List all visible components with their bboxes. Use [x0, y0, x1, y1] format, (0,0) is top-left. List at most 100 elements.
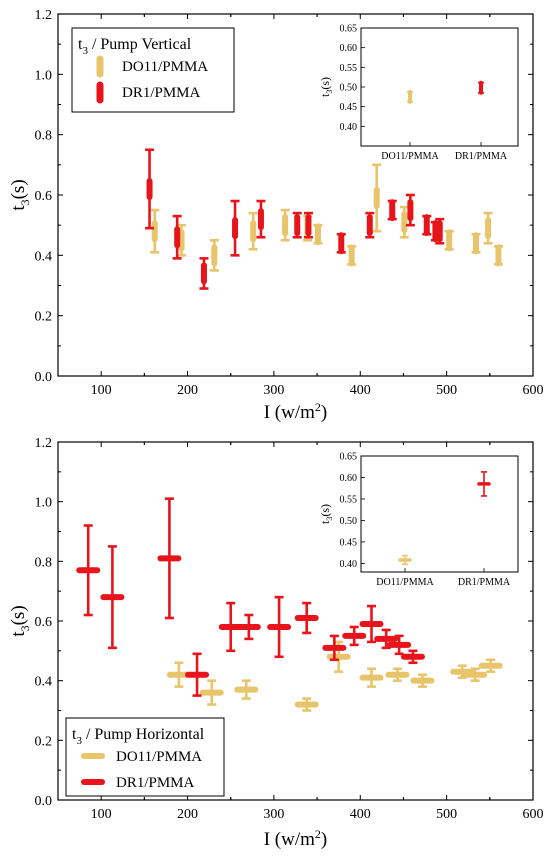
data-point [199, 257, 209, 290]
data-point [422, 214, 432, 237]
inset-y-tick-label: 0.60 [340, 473, 358, 484]
inset-frame [360, 27, 519, 147]
x-axis-label-end: ) [321, 402, 327, 423]
y-tick-label: 1.2 [35, 8, 53, 23]
inset-data-point [478, 80, 484, 95]
y-axis-label-text: t [8, 631, 29, 637]
data-point [236, 613, 261, 641]
data-point [303, 211, 313, 239]
x-tick-label: 300 [263, 383, 284, 398]
series-DR1/PMMA [145, 148, 445, 290]
y-tick-label: 0.6 [35, 615, 53, 630]
y-axis-label-end: (s) [8, 605, 29, 625]
x-tick-label: 500 [436, 383, 457, 398]
x-axis-label-text: I (w/m [264, 402, 315, 423]
data-point [444, 229, 454, 252]
inset-data-point [477, 471, 491, 497]
inset-y-axis-label-sub: 3 [325, 517, 334, 521]
chart-panel-2: 0.0 0.2 0.4 0.6 0.8 1.0 1.2 100 200 300 400 500 600 I… [8, 436, 544, 850]
data-point [374, 628, 399, 650]
data-point [336, 232, 346, 255]
y-tick-label: 1.0 [35, 68, 53, 83]
x-tick-label: 100 [91, 383, 112, 398]
inset-data-point [398, 554, 412, 566]
data-point [342, 625, 367, 647]
legend-title-rest: / Pump Horizontal [82, 726, 205, 743]
inset-frame [360, 455, 519, 573]
data-point [157, 497, 182, 620]
inset-y-axis-label-text: t [318, 520, 332, 524]
inset-data-point [407, 89, 413, 104]
data-point [385, 667, 410, 682]
x-tick-label: 400 [350, 383, 371, 398]
x-tick-label: 200 [177, 383, 198, 398]
series-DO11/PMMA [166, 640, 503, 712]
data-point [100, 545, 125, 650]
data-point [294, 601, 319, 635]
data-point [280, 208, 290, 242]
chart-panel-1: 0.0 0.2 0.4 0.6 0.8 1.0 1.2 100 200 300 400 500 600 I… [8, 8, 544, 423]
inset-y-tick-label: 0.45 [340, 102, 358, 113]
inset-y-axis-label: t3(s) [318, 504, 334, 524]
y-tick-label: 0.6 [35, 189, 53, 204]
data-point [177, 223, 186, 257]
inset-y-axis-label: t3(s) [318, 77, 334, 97]
data-point [76, 524, 101, 617]
y-axis-label-sub: 3 [18, 625, 32, 631]
y-axis-label-text: t [8, 205, 29, 211]
data-point [209, 238, 219, 272]
data-point [248, 211, 258, 251]
data-point [234, 679, 259, 700]
inset-y-axis-label-end: (s) [318, 504, 332, 517]
data-point [172, 214, 182, 260]
legend-title-text: t [72, 726, 77, 743]
data-point [387, 634, 412, 656]
data-point [199, 679, 224, 706]
y-axis-label: t3(s) [8, 179, 32, 210]
data-point [478, 658, 503, 674]
data-point [313, 223, 323, 246]
data-point [483, 211, 493, 245]
inset-y-tick-label: 0.65 [340, 24, 358, 35]
y-tick-label: 0.0 [35, 370, 53, 385]
data-point [292, 211, 302, 239]
inset-y-axis-label-end: (s) [318, 77, 332, 90]
x-tick-label: 500 [436, 807, 457, 822]
legend: t3 / Pump Vertical DO11/PMMA DR1/PMMA [71, 27, 235, 113]
x-tick-label: 200 [177, 807, 198, 822]
inset-y-tick-label: 0.50 [340, 516, 358, 527]
legend-entry-label: DO11/PMMA [116, 749, 202, 765]
data-point [399, 205, 409, 239]
legend-entry-label: DO11/PMMA [122, 59, 208, 75]
legend-title-sub: 3 [82, 45, 88, 57]
data-point [145, 148, 155, 230]
data-point [463, 667, 488, 682]
legend-title: t3 / Pump Horizontal [72, 726, 205, 747]
y-tick-label: 1.2 [35, 436, 53, 451]
inset-y-tick-label: 0.45 [340, 537, 358, 548]
data-point [230, 199, 240, 257]
y-tick-label: 0.4 [35, 675, 53, 690]
data-point [166, 661, 191, 688]
inset-x-tick-label: DR1/PMMA [455, 151, 508, 162]
data-point [185, 652, 210, 697]
inset-y-axis-label-text: t [318, 93, 332, 97]
data-point [405, 193, 415, 227]
data-point [347, 244, 357, 267]
x-tick-label: 600 [523, 807, 544, 822]
data-point [387, 199, 397, 222]
y-tick-label: 0.2 [35, 734, 53, 749]
inset-x-tick-label: DO11/PMMA [381, 151, 439, 162]
x-tick-label: 100 [91, 807, 112, 822]
legend-title-sub: 3 [76, 735, 82, 747]
inset-chart: 0.40 0.45 0.50 0.55 0.60 0.65 t3(s) DO11/PMMA DR… [318, 452, 519, 588]
inset-y-tick-label: 0.55 [340, 494, 358, 505]
x-axis-label: I (w/m2) [264, 827, 328, 850]
x-axis-label-sup: 2 [315, 400, 321, 414]
legend-title-text: t [78, 36, 83, 53]
data-point [435, 217, 445, 245]
data-point [359, 667, 384, 688]
data-point [400, 649, 425, 665]
data-point [150, 208, 160, 254]
